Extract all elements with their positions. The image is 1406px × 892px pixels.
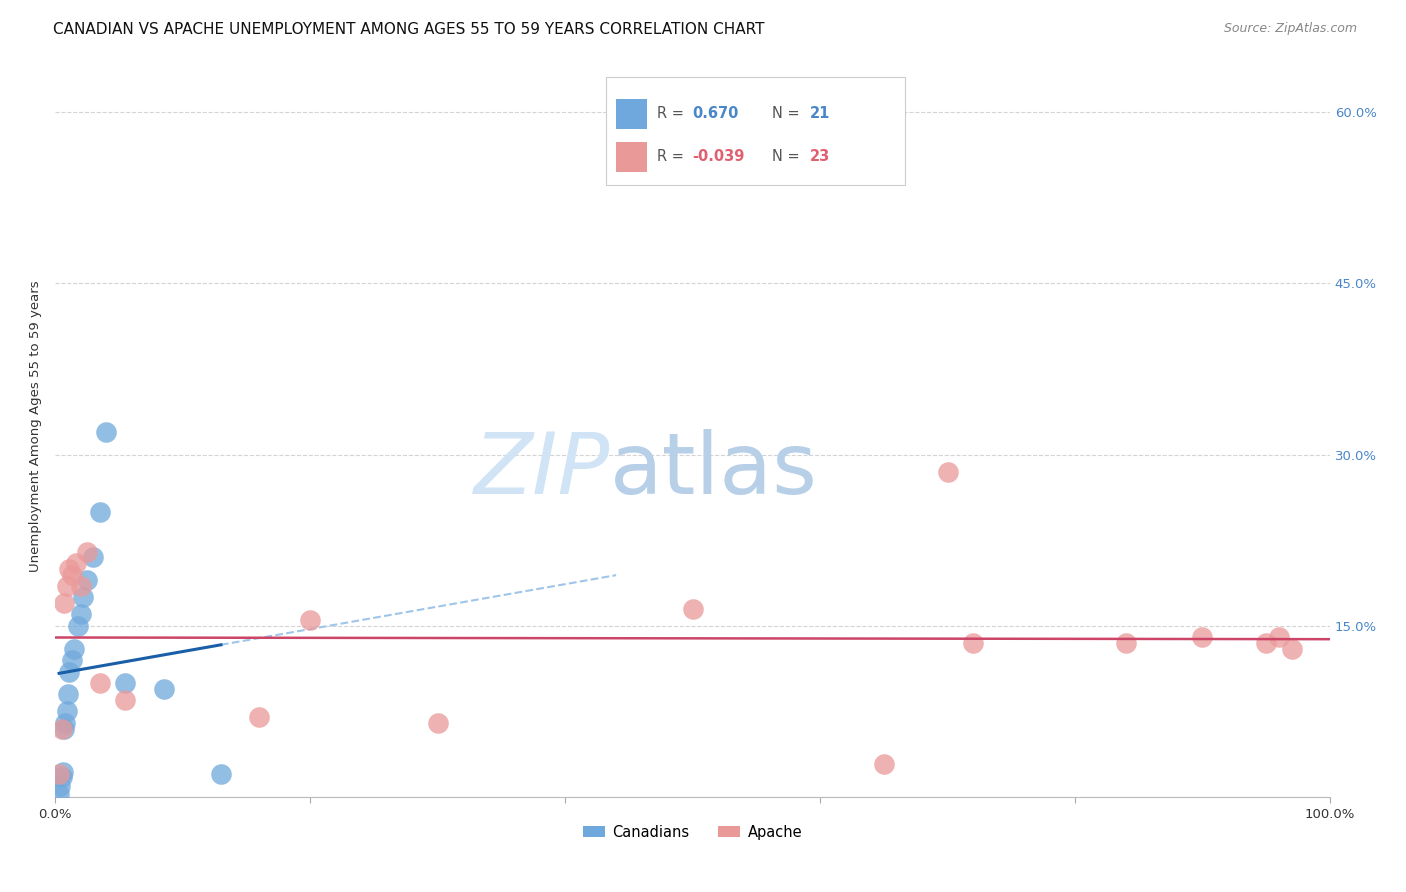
Point bbox=[152, 681, 174, 696]
Text: ZIP: ZIP bbox=[474, 429, 610, 512]
Point bbox=[1115, 636, 1137, 650]
Point bbox=[1191, 630, 1213, 644]
Point bbox=[53, 596, 76, 610]
Point bbox=[63, 641, 86, 656]
Point bbox=[682, 601, 704, 615]
Point bbox=[55, 715, 77, 730]
Point bbox=[299, 613, 322, 627]
Text: 21: 21 bbox=[810, 106, 831, 121]
Point bbox=[69, 579, 91, 593]
Text: -0.039: -0.039 bbox=[693, 149, 745, 164]
Legend: Canadians, Apache: Canadians, Apache bbox=[576, 819, 808, 846]
Point bbox=[56, 687, 79, 701]
Point bbox=[89, 505, 111, 519]
Point bbox=[65, 556, 87, 570]
Text: CANADIAN VS APACHE UNEMPLOYMENT AMONG AGES 55 TO 59 YEARS CORRELATION CHART: CANADIAN VS APACHE UNEMPLOYMENT AMONG AG… bbox=[53, 22, 765, 37]
Point bbox=[53, 722, 76, 736]
Point bbox=[58, 562, 80, 576]
Point bbox=[48, 767, 70, 781]
Text: 0.670: 0.670 bbox=[693, 106, 740, 121]
Point bbox=[114, 676, 136, 690]
Text: R =: R = bbox=[657, 149, 689, 164]
Point bbox=[1268, 630, 1291, 644]
Point bbox=[49, 779, 72, 793]
Text: Source: ZipAtlas.com: Source: ZipAtlas.com bbox=[1223, 22, 1357, 36]
Point bbox=[76, 573, 98, 587]
Point bbox=[247, 710, 270, 724]
Point bbox=[114, 693, 136, 707]
Point bbox=[76, 544, 98, 558]
Text: atlas: atlas bbox=[610, 429, 818, 512]
Point bbox=[55, 705, 77, 719]
Point bbox=[72, 591, 94, 605]
Point bbox=[60, 567, 83, 582]
Y-axis label: Unemployment Among Ages 55 to 59 years: Unemployment Among Ages 55 to 59 years bbox=[30, 280, 42, 572]
Point bbox=[962, 636, 984, 650]
FancyBboxPatch shape bbox=[616, 142, 647, 171]
Point bbox=[82, 550, 104, 565]
Point bbox=[55, 579, 77, 593]
Point bbox=[51, 770, 73, 784]
Point bbox=[52, 764, 75, 779]
Text: R =: R = bbox=[657, 106, 689, 121]
Point bbox=[873, 756, 896, 771]
Point bbox=[67, 619, 90, 633]
Point bbox=[60, 653, 83, 667]
Point bbox=[69, 607, 91, 622]
FancyBboxPatch shape bbox=[616, 99, 647, 128]
Point bbox=[936, 465, 959, 479]
Point bbox=[58, 665, 80, 679]
Point bbox=[1281, 641, 1303, 656]
Point bbox=[1256, 636, 1278, 650]
Point bbox=[89, 676, 111, 690]
Text: N =: N = bbox=[772, 149, 804, 164]
Text: 23: 23 bbox=[810, 149, 830, 164]
Point bbox=[51, 722, 73, 736]
FancyBboxPatch shape bbox=[606, 78, 905, 185]
Text: N =: N = bbox=[772, 106, 804, 121]
Point bbox=[209, 767, 232, 781]
Point bbox=[426, 715, 449, 730]
Point bbox=[48, 787, 70, 801]
Point bbox=[96, 425, 118, 439]
